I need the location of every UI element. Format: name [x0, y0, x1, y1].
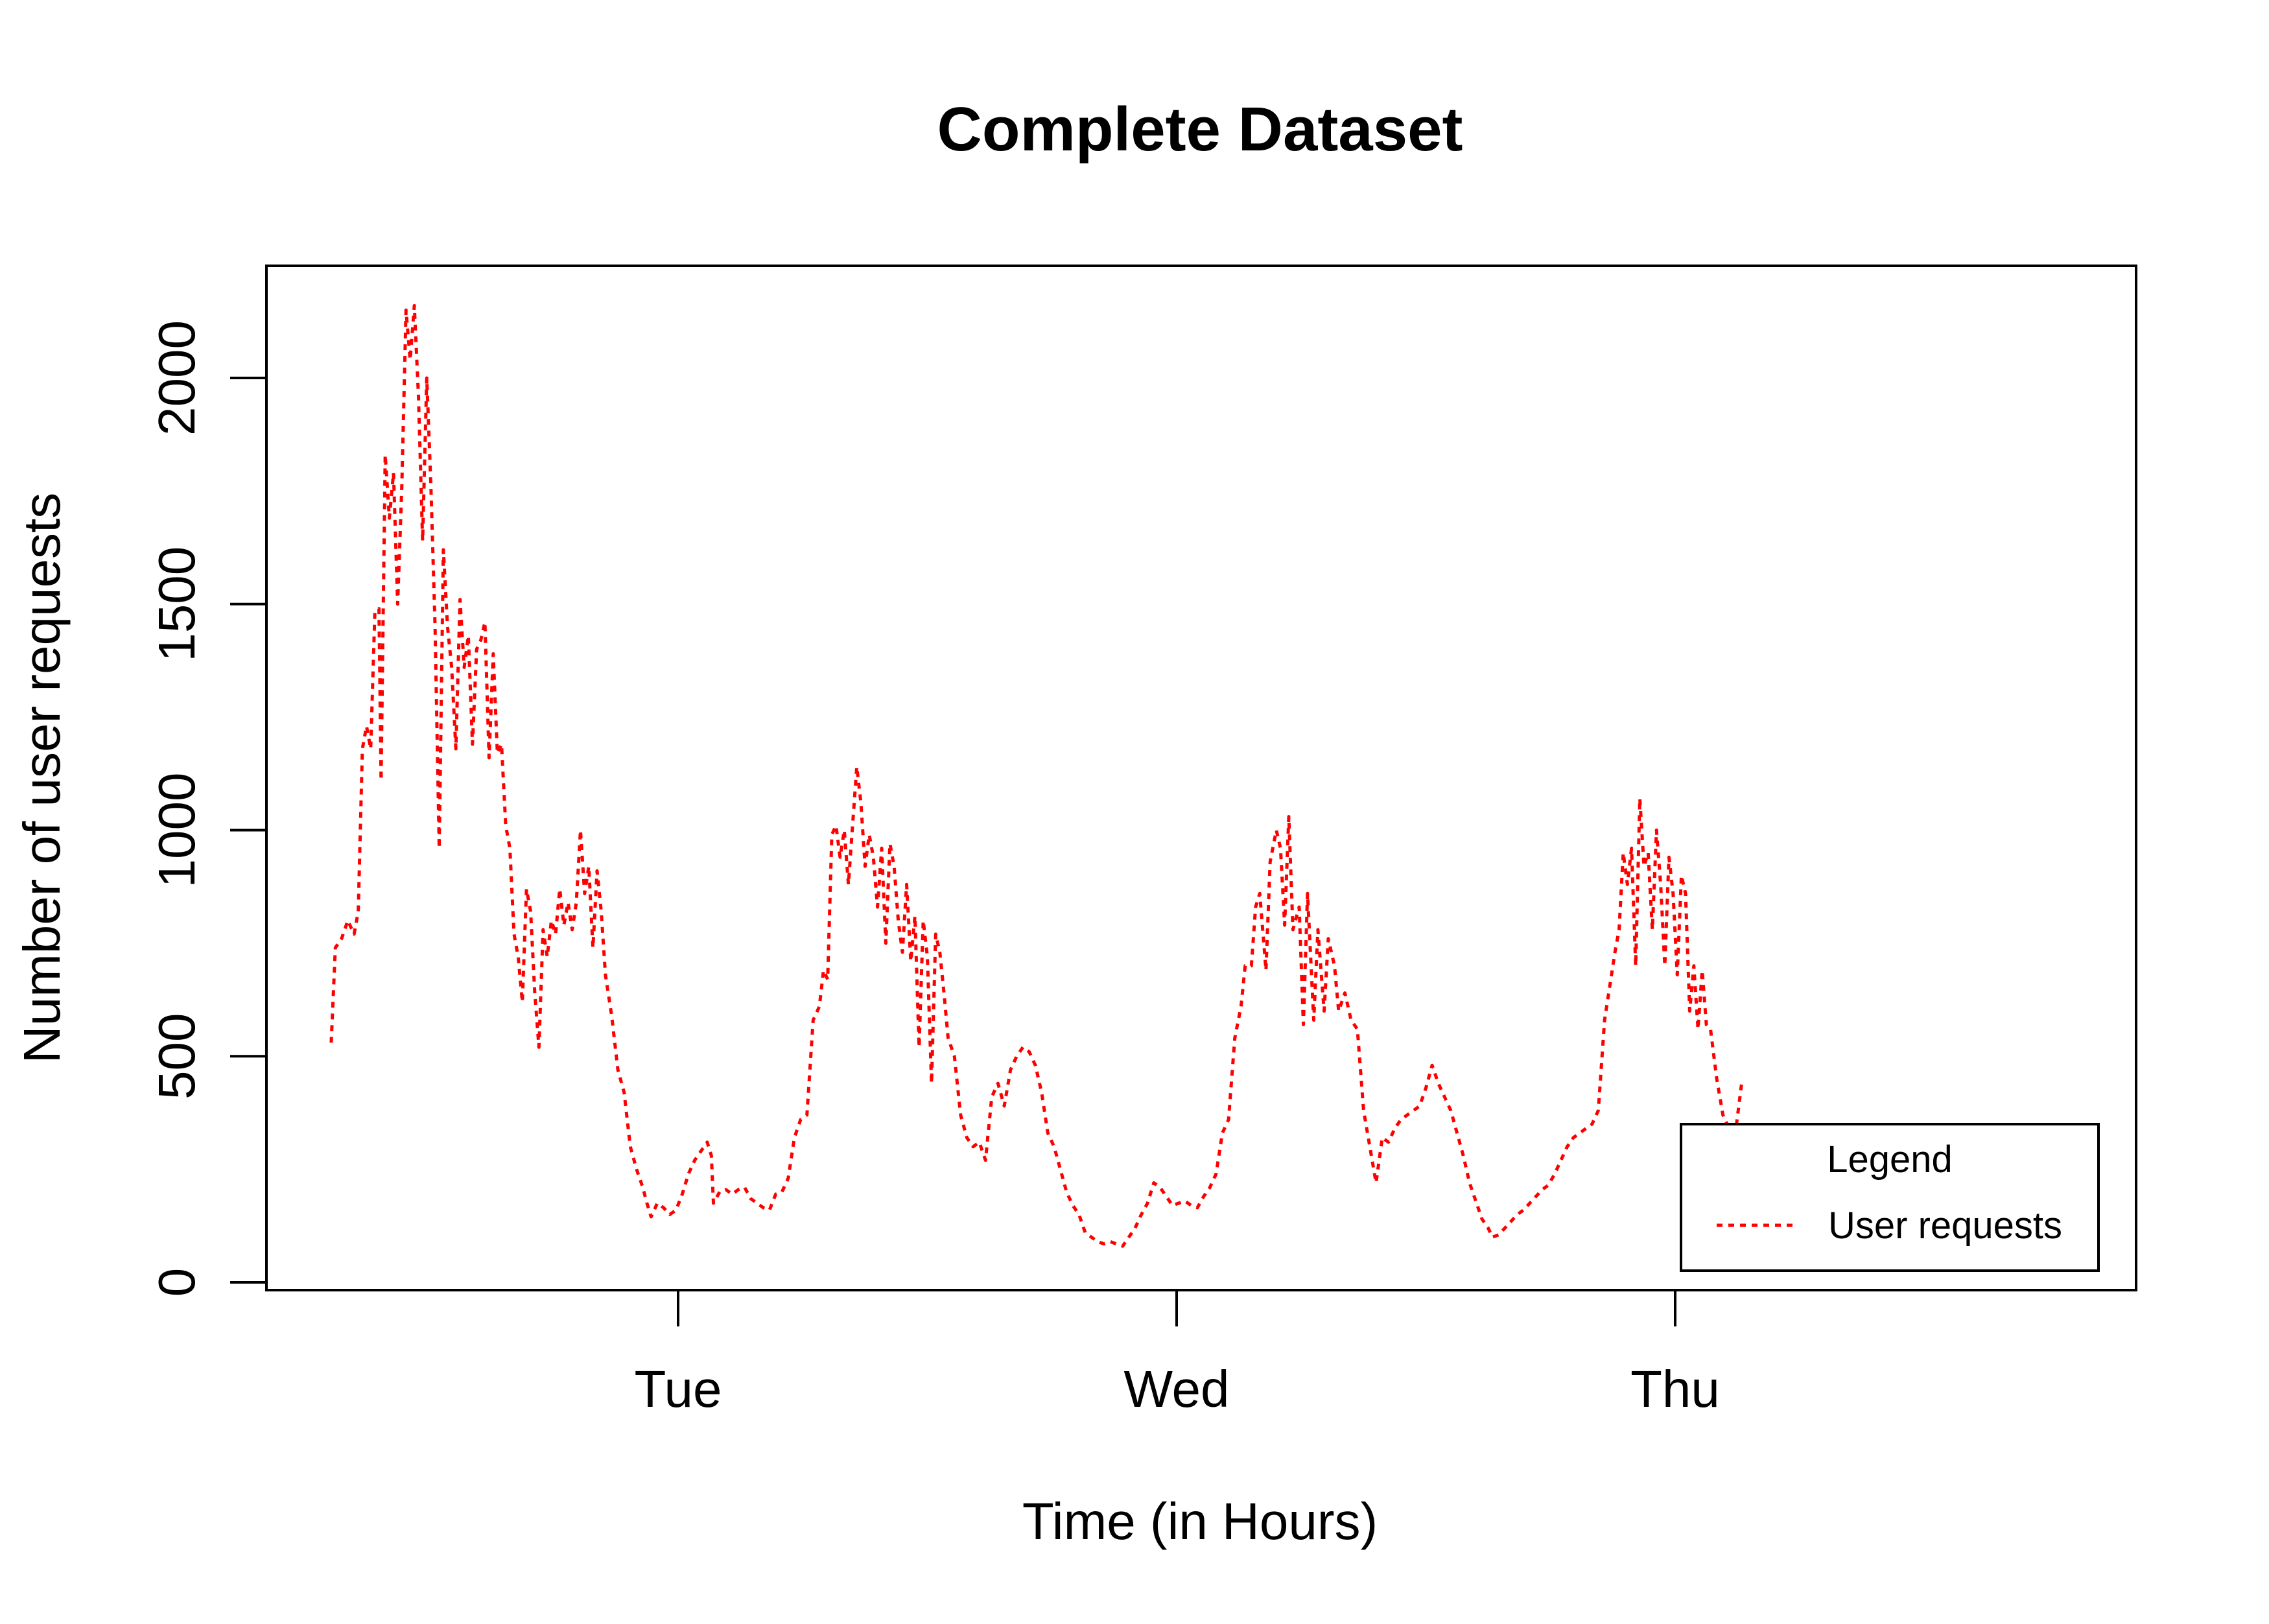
legend-entry-label: User requests: [1828, 1205, 2062, 1247]
legend: Legend User requests: [1680, 1123, 2100, 1272]
x-tick-label: Thu: [1630, 1360, 1720, 1418]
x-axis: Tue Wed Thu: [635, 1289, 1720, 1418]
x-tick-label: Wed: [1123, 1360, 1229, 1418]
x-tick-label: Tue: [635, 1360, 722, 1418]
y-tick-label: 2000: [148, 320, 206, 436]
y-axis-label: Number of user requests: [13, 493, 71, 1063]
y-tick-label: 0: [148, 1268, 206, 1297]
y-tick-label: 500: [148, 1013, 206, 1100]
chart-title: Complete Dataset: [937, 95, 1463, 164]
legend-box: [1680, 1123, 2100, 1272]
series-line: [329, 303, 1743, 1248]
y-axis: 0 500 1000 1500 2000: [148, 320, 268, 1297]
x-axis-label: Time (in Hours): [1022, 1492, 1378, 1550]
y-tick-label: 1000: [148, 773, 206, 888]
series-layer: [329, 303, 1743, 1248]
legend-title: Legend: [1827, 1138, 1953, 1181]
y-tick-label: 1500: [148, 547, 206, 662]
